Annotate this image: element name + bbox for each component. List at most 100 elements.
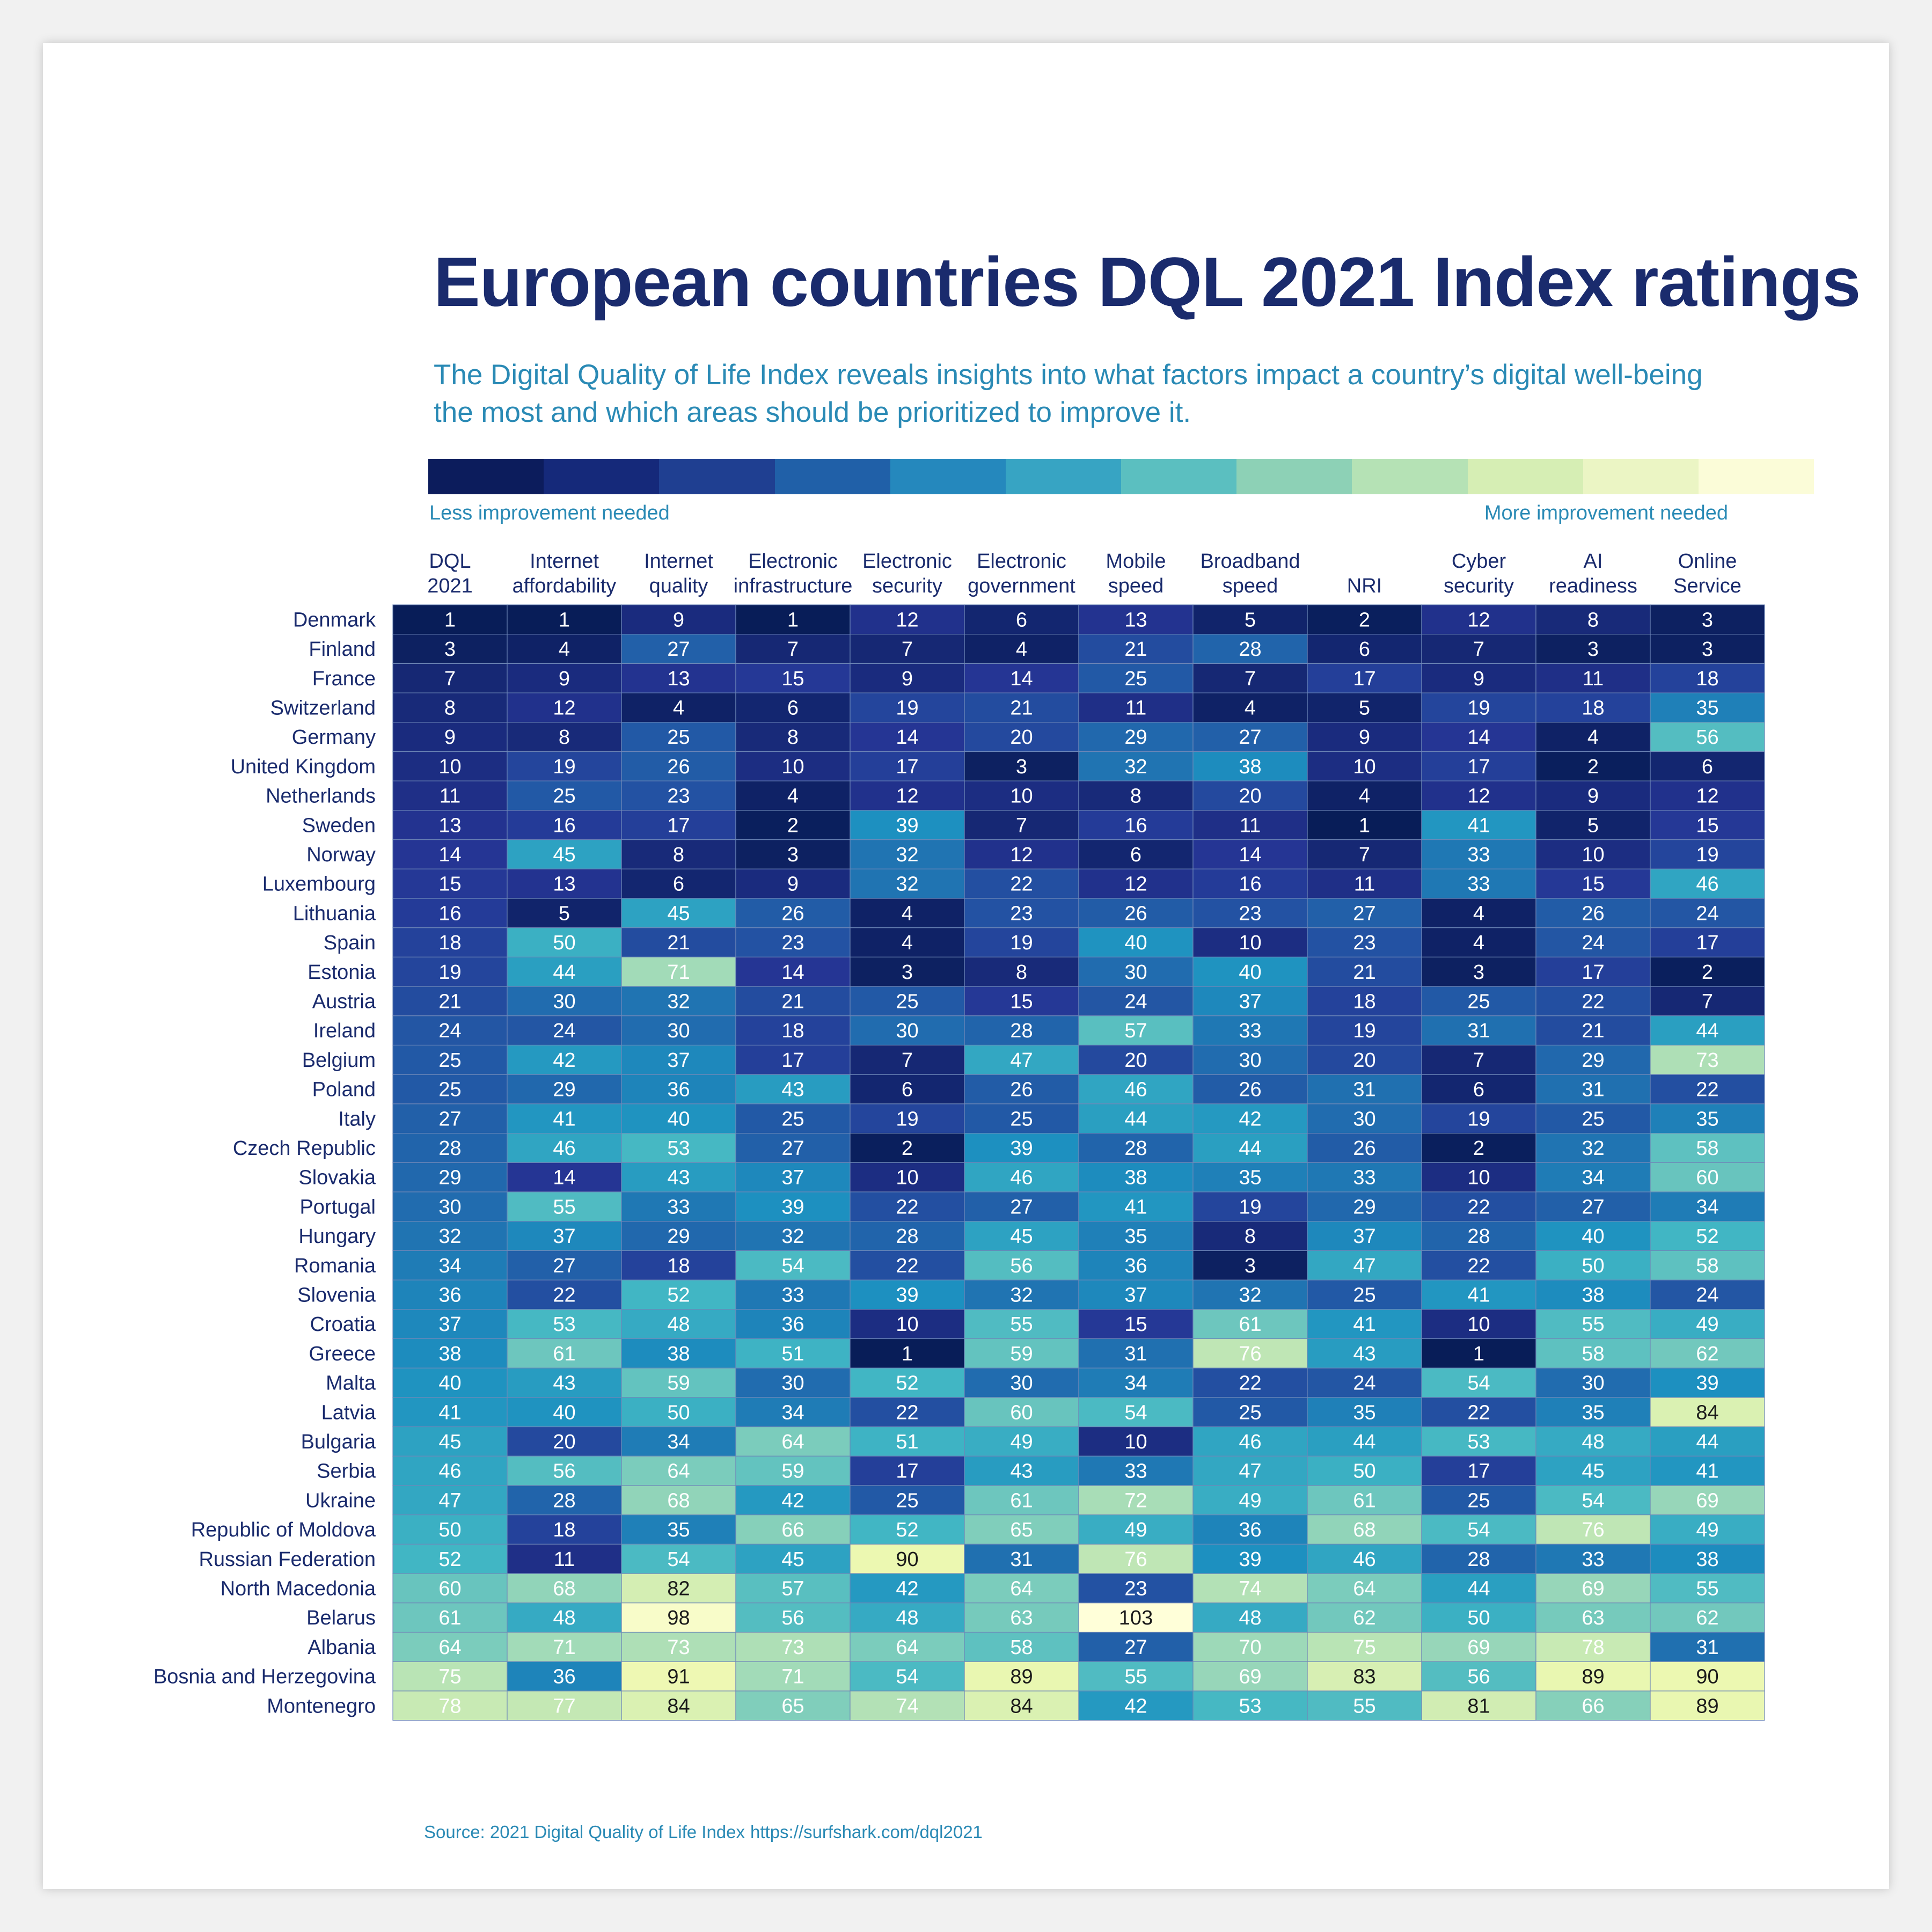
heatmap-cell xyxy=(735,751,851,781)
heatmap-cell xyxy=(1307,604,1422,635)
cell-value: 1 xyxy=(902,1343,913,1365)
cell-value: 44 xyxy=(553,961,575,984)
cell-value: 44 xyxy=(1239,1137,1261,1160)
heatmap-cell xyxy=(392,1602,508,1633)
heatmap-cell xyxy=(1421,692,1536,723)
heatmap-cell xyxy=(735,1309,851,1340)
heatmap-cell xyxy=(1307,1279,1422,1310)
cell-value: 1 xyxy=(444,609,456,631)
cell-value: 61 xyxy=(1010,1489,1033,1512)
cell-value: 46 xyxy=(553,1137,575,1160)
heatmap-cell xyxy=(1307,1602,1422,1633)
cell-value: 1 xyxy=(559,609,570,631)
heatmap-cell xyxy=(735,1573,851,1604)
heatmap-cell xyxy=(964,1044,1079,1075)
heatmap-cell xyxy=(1535,1573,1651,1604)
heatmap-cell xyxy=(1078,1338,1194,1368)
heatmap-cell xyxy=(621,1543,736,1574)
cell-value: 32 xyxy=(896,844,918,866)
cell-value: 6 xyxy=(1359,638,1370,661)
cell-value: 24 xyxy=(553,1020,575,1042)
heatmap-cell xyxy=(850,1397,965,1428)
cell-value: 8 xyxy=(1130,785,1141,808)
cell-value: 25 xyxy=(1353,1284,1375,1306)
cell-value: 14 xyxy=(896,726,918,749)
row-label: Hungary xyxy=(298,1225,376,1248)
cell-value: 52 xyxy=(896,1372,918,1395)
cell-value: 39 xyxy=(1239,1548,1261,1571)
heatmap-cell xyxy=(1535,1044,1651,1075)
cell-value: 34 xyxy=(781,1401,804,1424)
cell-value: 33 xyxy=(667,1196,690,1218)
cell-value: 1 xyxy=(1359,814,1370,837)
heatmap-cell xyxy=(1192,1250,1308,1280)
heatmap-cell xyxy=(621,986,736,1016)
cell-value: 30 xyxy=(1582,1372,1604,1395)
heatmap-cell xyxy=(1421,1191,1536,1222)
cell-value: 46 xyxy=(1124,1079,1147,1101)
heatmap-cell xyxy=(507,634,622,664)
cell-value: 21 xyxy=(667,932,690,954)
cell-value: 32 xyxy=(1582,1137,1604,1160)
heatmap-cell xyxy=(1307,722,1422,752)
cell-value: 7 xyxy=(902,1049,913,1072)
heatmap-cell xyxy=(1078,1250,1194,1280)
heatmap-cell xyxy=(1192,751,1308,781)
heatmap-cell xyxy=(1192,722,1308,752)
cell-value: 32 xyxy=(1124,756,1147,778)
cell-value: 55 xyxy=(553,1196,575,1218)
heatmap-cell xyxy=(1192,927,1308,957)
cell-value: 39 xyxy=(896,814,918,837)
heatmap-cell xyxy=(392,1221,508,1251)
cell-value: 28 xyxy=(438,1137,461,1160)
row-label: Serbia xyxy=(317,1460,376,1483)
heatmap-cell xyxy=(507,604,622,635)
heatmap-cell xyxy=(1078,1367,1194,1398)
cell-value: 2 xyxy=(1702,961,1713,984)
heatmap-cell xyxy=(1535,1514,1651,1545)
cell-value: 22 xyxy=(1696,1079,1718,1101)
cell-value: 53 xyxy=(1467,1431,1490,1453)
cell-value: 8 xyxy=(787,726,799,749)
heatmap-cell xyxy=(1650,810,1765,840)
cell-value: 4 xyxy=(902,932,913,954)
heatmap-cell xyxy=(850,1309,965,1340)
row-label: Poland xyxy=(312,1079,376,1101)
scale-swatch xyxy=(1121,459,1237,494)
heatmap-cell xyxy=(621,1485,736,1516)
heatmap-cell xyxy=(1192,839,1308,869)
row-label: Montenegro xyxy=(267,1695,376,1717)
heatmap-cell xyxy=(1078,1044,1194,1075)
heatmap-cell xyxy=(1307,1485,1422,1516)
heatmap-cell xyxy=(1192,604,1308,635)
heatmap-cell xyxy=(1650,1631,1765,1662)
heatmap-cell xyxy=(964,780,1079,811)
cell-value: 19 xyxy=(1353,1020,1375,1042)
heatmap-cell xyxy=(1535,663,1651,693)
heatmap-cell xyxy=(1421,1015,1536,1046)
heatmap-cell xyxy=(1535,1074,1651,1104)
heatmap-cell xyxy=(1307,1573,1422,1604)
cell-value: 10 xyxy=(781,756,804,778)
heatmap-cell xyxy=(1421,1221,1536,1251)
cell-value: 56 xyxy=(1696,726,1718,749)
row-label: Greece xyxy=(309,1343,376,1365)
cell-value: 11 xyxy=(1354,873,1375,896)
heatmap-cell xyxy=(1307,1221,1422,1251)
cell-value: 30 xyxy=(1239,1049,1261,1072)
heatmap-cell xyxy=(735,1661,851,1692)
cell-value: 35 xyxy=(1696,697,1718,719)
cell-value: 30 xyxy=(1124,961,1147,984)
heatmap-cell xyxy=(1078,722,1194,752)
scale-swatch xyxy=(659,459,775,494)
row-label: Italy xyxy=(338,1108,376,1130)
heatmap-cell xyxy=(964,956,1079,987)
heatmap-cell xyxy=(1650,634,1765,664)
heatmap-cell xyxy=(735,839,851,869)
cell-value: 54 xyxy=(1124,1401,1147,1424)
cell-value: 6 xyxy=(673,873,684,896)
heatmap-cell xyxy=(1421,1602,1536,1633)
cell-value: 29 xyxy=(1582,1049,1604,1072)
source-link[interactable]: https://surfshark.com/dql2021 xyxy=(750,1822,983,1842)
heatmap-cell xyxy=(1535,634,1651,664)
